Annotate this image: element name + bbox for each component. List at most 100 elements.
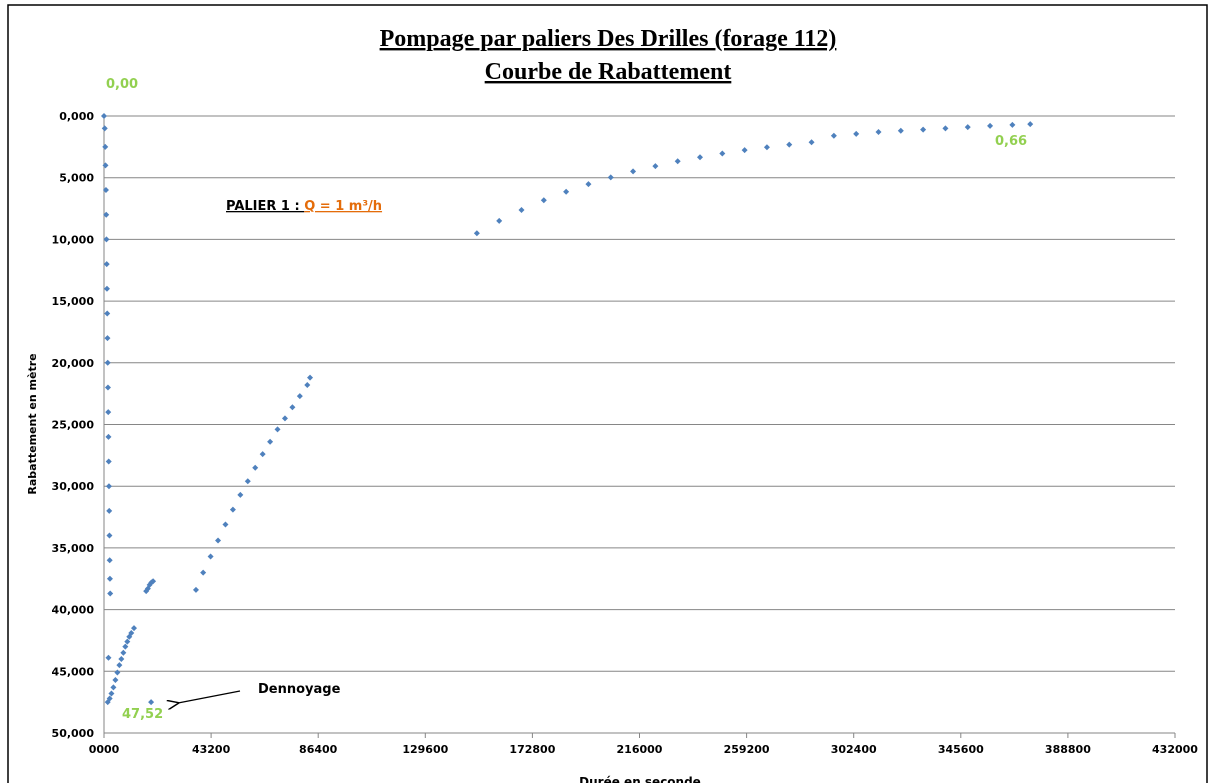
point: [104, 384, 111, 391]
point: [102, 143, 109, 150]
point: [118, 655, 125, 662]
point: [148, 699, 155, 706]
point: [105, 409, 112, 416]
y-tick-label: 25,000: [52, 419, 95, 432]
chart-title: Pompage par paliers Des Drilles (forage …: [380, 26, 837, 52]
x-tick-label: 43200: [192, 743, 231, 756]
point: [128, 630, 135, 637]
point: [124, 638, 131, 645]
y-tick-label: 5,000: [59, 172, 94, 185]
y-tick-label: 50,000: [52, 727, 95, 740]
point: [105, 458, 112, 465]
point: [674, 158, 681, 165]
point: [496, 217, 503, 224]
point: [105, 433, 112, 440]
point: [942, 125, 949, 132]
x-tick-label: 216000: [617, 743, 663, 756]
point: [101, 113, 107, 119]
x-tick-label: 129600: [402, 743, 448, 756]
point: [102, 187, 109, 194]
y-tick-label: 20,000: [52, 357, 95, 370]
point: [101, 125, 108, 132]
point: [964, 124, 971, 131]
point: [106, 507, 113, 514]
point: [106, 695, 113, 702]
x-tick-label: 345600: [938, 743, 984, 756]
point: [116, 662, 123, 669]
palier-flow: Q = 1 m³/h: [304, 199, 382, 214]
point: [103, 285, 110, 292]
point: [259, 451, 266, 458]
point: [652, 163, 659, 170]
point: [281, 415, 288, 422]
point: [102, 162, 109, 169]
y-tick-label: 15,000: [52, 295, 95, 308]
point: [741, 147, 748, 154]
y-tick-label: 10,000: [52, 233, 95, 246]
y-tick-label: 0,000: [59, 110, 94, 123]
point: [252, 464, 259, 471]
point: [120, 649, 127, 656]
point: [920, 126, 927, 133]
point: [237, 491, 244, 498]
point: [296, 393, 303, 400]
point: [585, 181, 592, 188]
point: [786, 141, 793, 148]
point: [103, 211, 110, 218]
y-axis-label: Rabattement en mètre: [26, 353, 39, 494]
point: [107, 590, 114, 597]
point: [1009, 121, 1016, 128]
y-tick-label: 35,000: [52, 542, 95, 555]
x-tick-label: 259200: [724, 743, 770, 756]
point: [518, 207, 525, 214]
point: [229, 506, 236, 513]
x-tick-label: 0000: [89, 743, 120, 756]
point: [830, 132, 837, 139]
point: [244, 478, 251, 485]
point: [105, 483, 112, 490]
point: [200, 569, 207, 576]
point: [897, 127, 904, 134]
point: [122, 643, 129, 650]
point: [607, 174, 614, 181]
chart-subtitle: Courbe de Rabattement: [485, 59, 732, 85]
palier-text: PALIER 1 :: [226, 199, 304, 214]
annotation: 0,00: [106, 77, 138, 92]
y-tick-label: 45,000: [52, 665, 95, 678]
point: [130, 625, 137, 632]
point: [719, 150, 726, 157]
point: [106, 557, 113, 564]
point: [105, 654, 112, 661]
point: [696, 154, 703, 161]
point: [563, 188, 570, 195]
x-axis-label: Durée en seconde: [579, 775, 701, 783]
point: [630, 168, 637, 175]
point: [104, 335, 111, 342]
point: [875, 129, 882, 136]
point: [104, 359, 111, 366]
arrow: [178, 690, 241, 703]
point: [808, 139, 815, 146]
point: [853, 130, 860, 137]
annotation: Dennoyage: [258, 682, 341, 697]
annotation: 0,66: [995, 134, 1027, 149]
point: [103, 236, 110, 243]
annotation: 47,52: [122, 707, 163, 722]
point: [267, 438, 274, 445]
point: [473, 230, 480, 237]
y-tick-label: 30,000: [52, 480, 95, 493]
x-tick-label: 432000: [1152, 743, 1198, 756]
y-tick-label: 40,000: [52, 604, 95, 617]
point: [104, 310, 111, 317]
point: [112, 676, 119, 683]
point: [222, 521, 229, 528]
point: [106, 575, 113, 582]
point: [763, 144, 770, 151]
frame: [7, 4, 1208, 783]
point: [106, 532, 113, 539]
palier-label: PALIER 1 : Q = 1 m³/h: [226, 199, 382, 214]
point: [540, 197, 547, 204]
point: [289, 404, 296, 411]
x-tick-label: 86400: [299, 743, 338, 756]
